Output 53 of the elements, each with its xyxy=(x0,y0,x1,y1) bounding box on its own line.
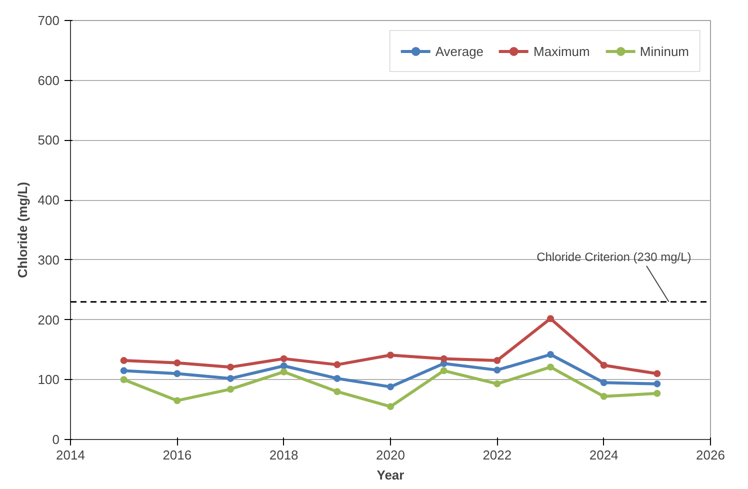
point xyxy=(547,315,554,322)
x-tick-label: 2016 xyxy=(162,448,192,462)
point xyxy=(387,403,394,410)
point xyxy=(120,376,128,384)
point xyxy=(387,383,394,390)
y-tick-label: 300 xyxy=(38,252,60,268)
point xyxy=(280,355,288,362)
point xyxy=(600,379,608,386)
point xyxy=(654,380,661,388)
legend-label: Mininum xyxy=(640,44,689,58)
point xyxy=(280,368,288,376)
y-tick-label: 200 xyxy=(38,312,60,328)
x-tick-label: 2026 xyxy=(696,448,725,462)
point xyxy=(440,355,448,362)
legend-label: Maximum xyxy=(534,44,590,58)
point xyxy=(280,362,288,370)
point xyxy=(494,356,501,364)
point xyxy=(227,374,234,382)
y-tick-label: 700 xyxy=(38,13,60,28)
x-tick-label: 2022 xyxy=(482,448,512,462)
point xyxy=(654,390,661,397)
point xyxy=(494,380,501,388)
point xyxy=(174,397,181,404)
point xyxy=(227,386,234,393)
point xyxy=(494,366,501,374)
point xyxy=(120,356,128,364)
y-tick-label: 100 xyxy=(38,372,60,388)
x-axis-title: Year xyxy=(376,468,404,482)
point xyxy=(440,367,448,374)
y-axis-title: Chloride (mg/L) xyxy=(14,182,30,278)
point xyxy=(120,367,128,374)
x-tick-label: 2020 xyxy=(376,448,405,462)
point xyxy=(547,364,554,371)
point xyxy=(227,364,234,371)
point xyxy=(334,388,341,396)
point xyxy=(174,359,181,366)
point xyxy=(600,362,608,369)
x-tick-label: 2018 xyxy=(269,448,298,462)
point xyxy=(174,370,181,378)
y-tick-label: 600 xyxy=(38,72,60,88)
ref-line-label: Chloride Criterion (230 mg/L) xyxy=(536,250,692,264)
y-tick-label: 0 xyxy=(52,432,60,447)
point xyxy=(387,352,394,359)
point xyxy=(334,361,341,368)
point xyxy=(600,392,608,400)
point xyxy=(654,370,661,378)
y-tick-label: 500 xyxy=(38,132,60,148)
x-tick-label: 2014 xyxy=(56,448,85,462)
point xyxy=(547,351,554,358)
point xyxy=(334,374,341,382)
x-tick-label: 2024 xyxy=(589,448,618,462)
legend-label: Average xyxy=(435,44,484,58)
y-tick-label: 400 xyxy=(38,192,60,208)
